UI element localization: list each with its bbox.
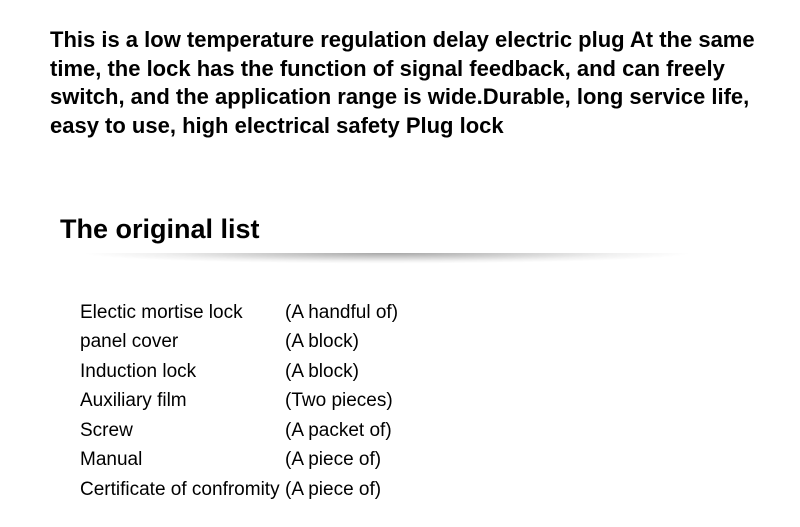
list-item-name: Screw (80, 416, 285, 445)
section-heading: The original list (60, 214, 260, 245)
list-item-qty: (A packet of) (285, 416, 392, 445)
list-item-qty: (A piece of) (285, 445, 381, 474)
list-item-qty: (A block) (285, 357, 359, 386)
list-item-name: Certificate of confromity (80, 475, 285, 504)
list-item: panel cover (A block) (80, 327, 398, 356)
list-item-qty: (Two pieces) (285, 386, 393, 415)
list-item: Induction lock (A block) (80, 357, 398, 386)
list-item-qty: (A handful of) (285, 298, 398, 327)
list-item: Screw (A packet of) (80, 416, 398, 445)
list-item: Electic mortise lock (A handful of) (80, 298, 398, 327)
page-root: This is a low temperature regulation del… (0, 0, 800, 527)
list-item: Certificate of confromity (A piece of) (80, 475, 398, 504)
list-item-name: Manual (80, 445, 285, 474)
list-item: Auxiliary film (Two pieces) (80, 386, 398, 415)
original-list: Electic mortise lock (A handful of) pane… (80, 298, 398, 504)
list-item: Manual (A piece of) (80, 445, 398, 474)
list-item-name: Induction lock (80, 357, 285, 386)
list-item-name: panel cover (80, 327, 285, 356)
product-description: This is a low temperature regulation del… (50, 26, 762, 140)
list-item-name: Auxiliary film (80, 386, 285, 415)
list-item-qty: (A block) (285, 327, 359, 356)
divider-shadow (21, 253, 753, 275)
list-item-qty: (A piece of) (285, 475, 381, 504)
list-item-name: Electic mortise lock (80, 298, 285, 327)
